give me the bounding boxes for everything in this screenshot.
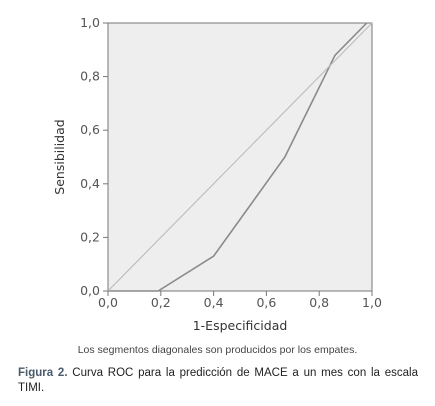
roc-curve-line [108,22,368,292]
y-axis-label: Sensibilidad [52,119,67,194]
figure-caption: Figura 2. Curva ROC para la predicción d… [18,366,418,396]
caption-label: Figura 2. [18,367,68,379]
reference-diagonal-line [107,22,373,292]
x-axis-label: 1-Especificidad [193,318,288,333]
x-tick-label: 0,8 [309,295,329,310]
y-tick-label: 0,0 [80,283,100,298]
x-tick-label: 0,4 [204,295,224,310]
y-tick-label: 0,2 [80,229,100,244]
y-tick-label: 0,4 [80,176,100,191]
y-tick-label: 0,6 [80,122,100,137]
x-tick-label: 0,6 [256,295,276,310]
x-tick-label: 1,0 [362,295,382,310]
chart-note: Los segmentos diagonales son producidos … [77,344,358,356]
caption-text: Curva ROC para la predicción de MACE a u… [18,367,418,394]
y-tick-label: 0,8 [80,69,100,84]
x-tick-label: 0,2 [151,295,171,310]
x-tick-label: 0,0 [98,295,118,310]
y-tick-label: 1,0 [80,15,100,30]
